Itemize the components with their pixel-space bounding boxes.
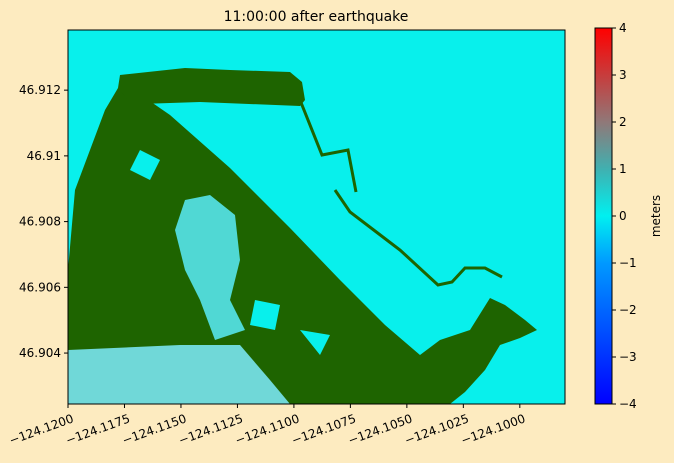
x-tick-label: −124.1175 (64, 411, 132, 447)
colorbar-label: meters (649, 195, 663, 237)
lagoon (175, 195, 245, 340)
x-tick-label: −124.1050 (346, 411, 414, 447)
colorbar-tick-label: −4 (619, 397, 637, 411)
colorbar-tick-label: 4 (619, 21, 627, 35)
colorbar-tick-label: −2 (619, 303, 637, 317)
y-tick-label: 46.908 (19, 215, 61, 229)
jetty (298, 99, 358, 193)
x-tick-label: −124.1000 (459, 411, 527, 447)
map (68, 30, 565, 404)
shallow-water (68, 345, 290, 404)
x-tick-label: −124.1075 (290, 411, 358, 447)
y-tick-label: 46.91 (27, 149, 61, 163)
colorbar-tick-label: 1 (619, 162, 627, 176)
colorbar-tick-label: −3 (619, 350, 637, 364)
y-tick-label: 46.912 (19, 83, 61, 97)
plot-frame (67, 29, 566, 405)
colorbar-tick-label: 0 (619, 209, 627, 223)
colorbar-tick-label: −1 (619, 256, 637, 270)
x-tick-label: −124.1200 (7, 411, 75, 447)
y-tick-label: 46.904 (19, 346, 61, 360)
y-tick-label: 46.906 (19, 280, 61, 294)
x-tick-label: −124.1025 (403, 411, 471, 447)
colorbar (594, 27, 613, 405)
jetty (118, 68, 305, 106)
chart-title: 11:00:00 after earthquake (224, 9, 409, 25)
colorbar-tick-label: 3 (619, 68, 627, 82)
jetty (333, 189, 503, 287)
x-tick-label: −124.1100 (233, 411, 301, 447)
x-tick-label: −124.1125 (177, 411, 245, 447)
pond (130, 150, 330, 355)
land (68, 86, 537, 404)
x-tick-label: −124.1150 (120, 411, 188, 447)
colorbar-tick-label: 2 (619, 115, 627, 129)
